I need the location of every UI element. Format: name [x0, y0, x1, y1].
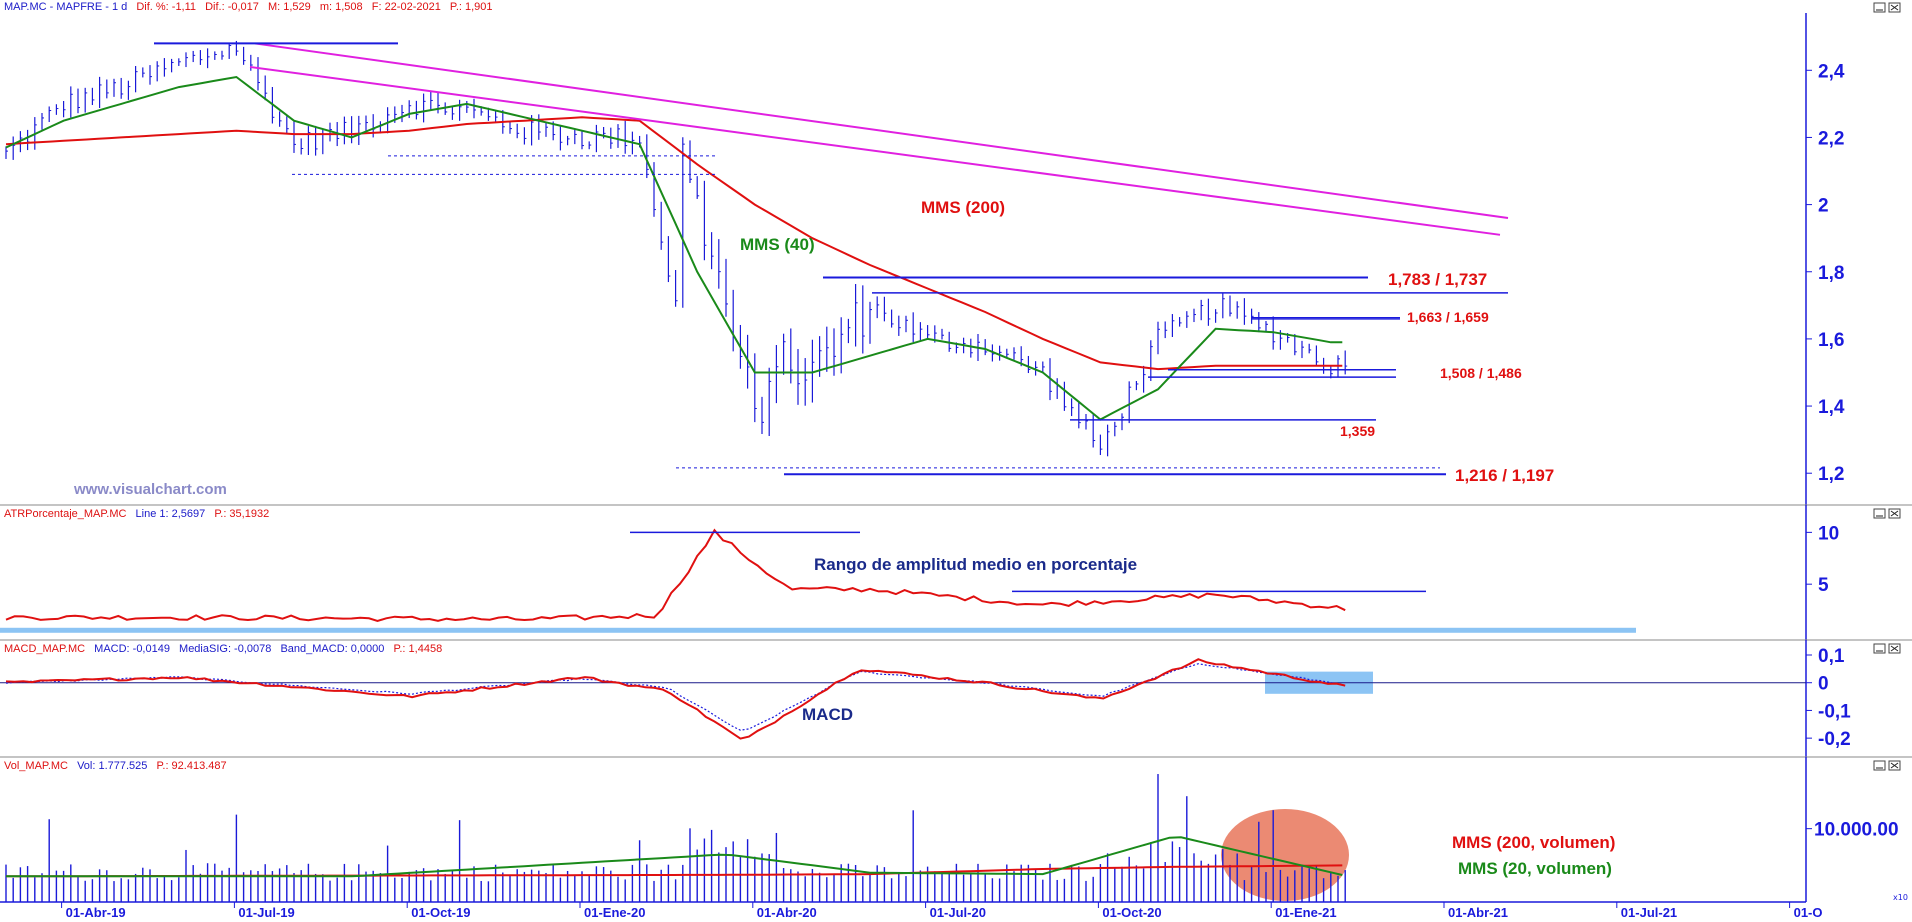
- atr-header: ATRPorcentaje_MAP.MC Line 1: 2,5697 P.: …: [4, 508, 269, 520]
- macd-header-macd: MACD: -0,0149: [94, 643, 170, 655]
- y-tick-label: -0,2: [1818, 729, 1851, 750]
- volume-highlight-ellipse: [1221, 809, 1349, 901]
- x-tick-label: 01-O: [1794, 905, 1823, 920]
- annotation-vol-mms20: MMS (20, volumen): [1458, 859, 1612, 878]
- label-level-1216: 1,216 / 1,197: [1455, 466, 1554, 485]
- macd-signal-line: [5, 663, 1346, 731]
- x-tick-label: 01-Ene-20: [584, 905, 645, 920]
- x-tick-label: 01-Oct-20: [1102, 905, 1161, 920]
- trendline-upper: [254, 42, 1509, 220]
- x-tick-label: 01-Abr-19: [66, 905, 126, 920]
- price-header-dif: Dif.: -0,017: [205, 1, 259, 13]
- atr-panel: 10 5: [0, 505, 1912, 641]
- y-tick-label: 1,6: [1818, 330, 1844, 351]
- macd-line: [5, 658, 1346, 740]
- y-tick-label: 1,2: [1818, 464, 1844, 485]
- y-tick-label: 0: [1818, 674, 1829, 695]
- label-level-1783: 1,783 / 1,737: [1388, 270, 1487, 289]
- macd-header-signal: MediaSIG: -0,0078: [179, 643, 271, 655]
- atr-header-p: P.: 35,1932: [214, 508, 269, 520]
- sma-40-line: [5, 75, 1343, 421]
- atr-window-buttons[interactable]: [1873, 508, 1901, 519]
- annotation-mms40: MMS (40): [740, 235, 815, 254]
- minimize-icon[interactable]: [1873, 643, 1886, 654]
- close-icon[interactable]: [1888, 643, 1901, 654]
- price-header: MAP.MC - MAPFRE - 1 d Dif. %: -1,11 Dif.…: [4, 1, 493, 13]
- y-tick-label: 1,8: [1818, 263, 1844, 284]
- macd-header-prefix: MACD_MAP.MC: [4, 643, 85, 655]
- x-tick-label: 01-Abr-21: [1448, 905, 1508, 920]
- label-level-1663: 1,663 / 1,659: [1407, 309, 1489, 325]
- atr-base-band: [0, 627, 1636, 633]
- price-panel: 2,4 2,2 2 1,8 1,6 1,4 1,2: [0, 13, 1912, 506]
- sma-200-line: [5, 116, 1343, 371]
- y-tick-label: -0,1: [1818, 701, 1851, 722]
- x-axis: 01-Abr-19 01-Jul-19 01-Oct-19 01-Ene-20 01-A…: [61, 902, 1823, 920]
- y-tick-label: 0,1: [1818, 646, 1845, 667]
- y-tick-label: 2,2: [1818, 128, 1844, 149]
- minimize-icon[interactable]: [1873, 2, 1886, 13]
- price-header-min: m: 1,508: [320, 1, 363, 13]
- macd-panel: 0,1 0 -0,1 -0,2: [0, 640, 1912, 758]
- watermark: www.visualchart.com: [73, 481, 227, 498]
- macd-header: MACD_MAP.MC MACD: -0,0149 MediaSIG: -0,0…: [4, 643, 442, 655]
- atr-header-line: Line 1: 2,5697: [136, 508, 206, 520]
- label-level-1508: 1,508 / 1,486: [1440, 365, 1522, 381]
- trendline-lower: [249, 65, 1501, 236]
- annotation-macd-title: MACD: [802, 705, 853, 724]
- y-tick-label: 10: [1818, 523, 1839, 544]
- volume-panel: 10.000.00: [0, 757, 1899, 903]
- y-tick-label: 2: [1818, 196, 1829, 217]
- price-header-max: M: 1,529: [268, 1, 311, 13]
- close-icon[interactable]: [1888, 508, 1901, 519]
- y-tick-label: 2,4: [1818, 61, 1845, 82]
- x-tick-label: 01-Jul-21: [1621, 905, 1677, 920]
- annotation-vol-mms200: MMS (200, volumen): [1452, 833, 1615, 852]
- x-tick-label: 01-Ene-21: [1275, 905, 1336, 920]
- atr-line: [5, 528, 1346, 623]
- macd-window-buttons[interactable]: [1873, 643, 1901, 654]
- volume-sma-200-line: [6, 864, 1343, 878]
- volume-header-vol: Vol: 1.777.525: [77, 760, 147, 772]
- y-tick-label: 1,4: [1818, 397, 1845, 418]
- y-tick-label: 5: [1818, 575, 1829, 596]
- x-tick-label: 01-Jul-20: [930, 905, 986, 920]
- volume-header: Vol_MAP.MC Vol: 1.777.525 P.: 92.413.487: [4, 760, 227, 772]
- volume-header-prefix: Vol_MAP.MC: [4, 760, 68, 772]
- minimize-icon[interactable]: [1873, 508, 1886, 519]
- macd-header-p: P.: 1,4458: [393, 643, 442, 655]
- label-level-1359: 1,359: [1340, 423, 1375, 439]
- atr-header-prefix: ATRPorcentaje_MAP.MC: [4, 508, 127, 520]
- volume-scale-badge: x10: [1893, 893, 1908, 902]
- volume-sma-20-line: [6, 836, 1343, 878]
- macd-header-band: Band_MACD: 0,0000: [280, 643, 384, 655]
- volume-header-p: P.: 92.413.487: [156, 760, 226, 772]
- price-window-buttons[interactable]: [1873, 2, 1901, 13]
- price-header-prefix: MAP.MC - MAPFRE - 1 d: [4, 1, 127, 13]
- price-header-p: P.: 1,901: [450, 1, 493, 13]
- x-tick-label: 01-Abr-20: [757, 905, 817, 920]
- annotation-mms200: MMS (200): [921, 198, 1005, 217]
- close-icon[interactable]: [1888, 2, 1901, 13]
- price-header-dif-pct: Dif. %: -1,11: [136, 1, 196, 13]
- x-tick-label: 01-Jul-19: [238, 905, 294, 920]
- price-header-date: F: 22-02-2021: [372, 1, 441, 13]
- x-tick-label: 01-Oct-19: [411, 905, 470, 920]
- volume-window-buttons[interactable]: [1873, 760, 1901, 771]
- close-icon[interactable]: [1888, 760, 1901, 771]
- annotation-atr-title: Rango de amplitud medio en porcentaje: [814, 555, 1137, 574]
- y-tick-label: 10.000.00: [1814, 820, 1899, 841]
- minimize-icon[interactable]: [1873, 760, 1886, 771]
